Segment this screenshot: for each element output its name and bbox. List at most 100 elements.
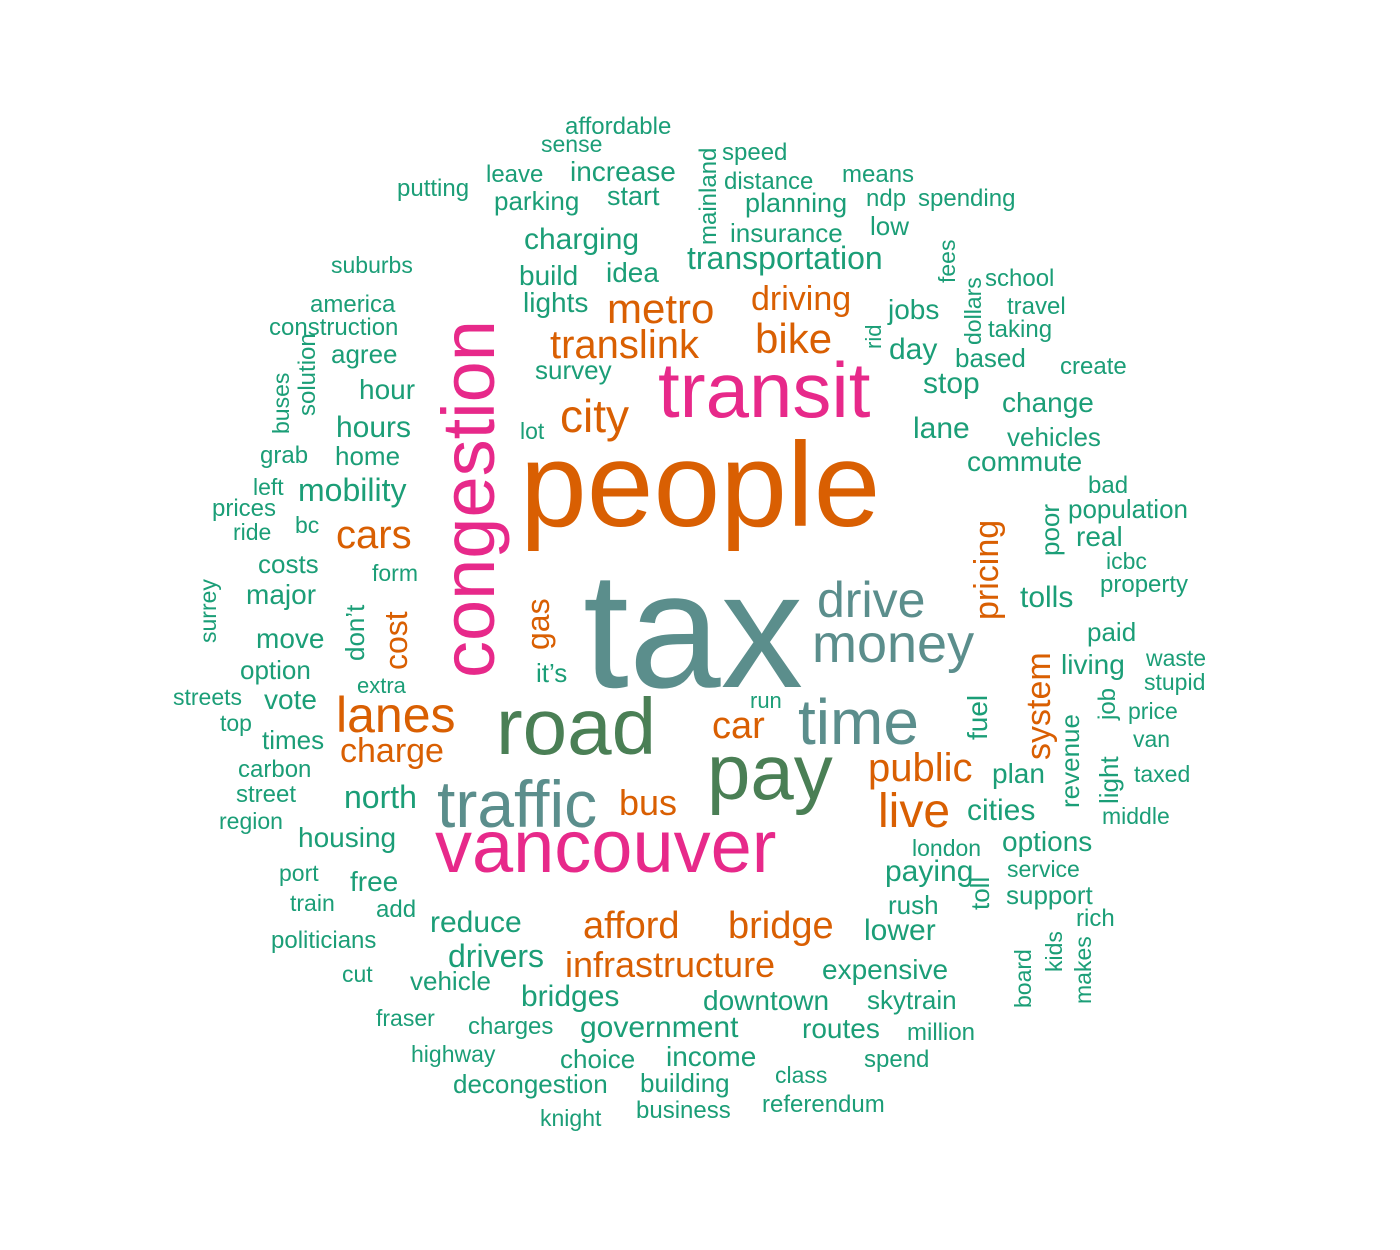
cloud-word: school bbox=[985, 265, 1055, 292]
cloud-word: bad bbox=[1088, 472, 1129, 499]
cloud-word: million bbox=[907, 1019, 976, 1046]
cloud-word: bridge bbox=[728, 905, 834, 947]
cloud-word: affordable bbox=[565, 113, 672, 140]
cloud-word: vancouver bbox=[435, 805, 777, 888]
cloud-word: taxed bbox=[1134, 761, 1191, 787]
cloud-word: time bbox=[798, 686, 919, 758]
cloud-word: vote bbox=[264, 684, 317, 715]
cloud-word: highway bbox=[411, 1041, 496, 1067]
cloud-word: driving bbox=[751, 280, 852, 318]
cloud-word: north bbox=[344, 779, 417, 815]
cloud-word: free bbox=[350, 866, 399, 897]
cloud-word: business bbox=[636, 1097, 731, 1124]
cloud-word: start bbox=[607, 181, 660, 211]
cloud-word: fuel bbox=[962, 694, 993, 740]
cloud-word: hours bbox=[336, 411, 412, 444]
cloud-word: charge bbox=[340, 732, 444, 770]
cloud-word: pay bbox=[707, 728, 833, 816]
cloud-word: form bbox=[372, 560, 418, 586]
cloud-word: kids bbox=[1041, 931, 1067, 972]
cloud-word: job bbox=[1094, 687, 1121, 720]
cloud-word: top bbox=[220, 710, 252, 736]
cloud-word: tolls bbox=[1020, 581, 1074, 614]
cloud-word: decongestion bbox=[453, 1069, 608, 1099]
cloud-word: price bbox=[1128, 698, 1178, 724]
cloud-word: build bbox=[519, 260, 579, 291]
cloud-word: money bbox=[812, 614, 975, 674]
cloud-word: times bbox=[262, 725, 325, 755]
cloud-word: choice bbox=[560, 1044, 636, 1074]
cloud-word: move bbox=[256, 623, 325, 654]
cloud-word: planning bbox=[745, 188, 848, 218]
cloud-word: cost bbox=[378, 611, 414, 670]
cloud-word: commute bbox=[967, 446, 1083, 477]
cloud-word: paid bbox=[1087, 617, 1137, 647]
cloud-word: service bbox=[1007, 856, 1080, 882]
cloud-word: idea bbox=[606, 257, 659, 288]
cloud-word: add bbox=[376, 896, 417, 923]
cloud-word: region bbox=[219, 808, 283, 834]
cloud-word: day bbox=[889, 333, 938, 366]
cloud-word: makes bbox=[1070, 936, 1096, 1004]
cloud-word: paying bbox=[885, 855, 974, 888]
cloud-word: option bbox=[240, 655, 311, 685]
cloud-word: system bbox=[1020, 652, 1058, 760]
cloud-word: create bbox=[1060, 353, 1127, 380]
cloud-word: bridges bbox=[521, 980, 620, 1013]
cloud-word: board bbox=[1010, 949, 1036, 1008]
cloud-word: low bbox=[870, 211, 910, 241]
cloud-word: property bbox=[1100, 571, 1189, 598]
cloud-word: rid bbox=[861, 324, 886, 349]
cloud-word: ride bbox=[233, 519, 272, 545]
cloud-word: ndp bbox=[866, 185, 907, 212]
cloud-word: dollars bbox=[960, 277, 986, 345]
cloud-word: translink bbox=[550, 323, 699, 367]
cloud-word: population bbox=[1068, 494, 1188, 524]
cloud-word: downtown bbox=[703, 985, 830, 1016]
cloud-word: major bbox=[246, 579, 317, 610]
cloud-word: plan bbox=[992, 758, 1045, 789]
cloud-word: live bbox=[878, 785, 951, 838]
cloud-word: lights bbox=[523, 287, 589, 318]
cloud-word: costs bbox=[258, 549, 319, 579]
cloud-word: car bbox=[712, 705, 765, 747]
cloud-word: port bbox=[279, 860, 319, 886]
cloud-word: putting bbox=[397, 175, 470, 202]
cloud-word: home bbox=[335, 441, 401, 471]
cloud-word: change bbox=[1002, 387, 1094, 418]
cloud-word: congestion bbox=[427, 320, 510, 678]
cloud-word: public bbox=[868, 746, 973, 790]
cloud-word: knight bbox=[540, 1105, 602, 1131]
cloud-word: train bbox=[290, 890, 335, 916]
cloud-word: grab bbox=[260, 442, 309, 469]
cloud-word: run bbox=[750, 688, 782, 713]
cloud-word: based bbox=[955, 343, 1026, 373]
cloud-word: travel bbox=[1007, 293, 1066, 320]
cloud-word: options bbox=[1002, 826, 1093, 857]
cloud-word: distance bbox=[724, 168, 814, 195]
cloud-word: cars bbox=[336, 513, 412, 557]
cloud-word: don’t bbox=[340, 604, 370, 661]
cloud-word: expensive bbox=[822, 954, 949, 985]
cloud-word: spending bbox=[918, 185, 1016, 212]
cloud-word: surrey bbox=[195, 579, 221, 643]
cloud-word: mainland bbox=[695, 147, 722, 245]
cloud-word: gas bbox=[520, 598, 556, 650]
cloud-word: survey bbox=[535, 355, 612, 385]
cloud-word: people bbox=[520, 418, 881, 552]
cloud-word: bc bbox=[295, 512, 320, 538]
cloud-word: america bbox=[310, 291, 396, 318]
cloud-word: vehicle bbox=[410, 966, 491, 996]
cloud-word: sense bbox=[541, 131, 603, 157]
cloud-word: stupid bbox=[1144, 669, 1206, 695]
cloud-word: van bbox=[1133, 726, 1171, 752]
cloud-word: prices bbox=[212, 495, 277, 522]
cloud-word: speed bbox=[722, 139, 788, 166]
cloud-word: icbc bbox=[1106, 548, 1147, 574]
cloud-word: living bbox=[1061, 649, 1125, 680]
cloud-word: extra bbox=[357, 673, 406, 698]
cloud-word: left bbox=[253, 474, 284, 500]
cloud-word: waste bbox=[1146, 645, 1207, 671]
cloud-word: toll bbox=[965, 876, 995, 910]
cloud-word: middle bbox=[1102, 803, 1170, 829]
